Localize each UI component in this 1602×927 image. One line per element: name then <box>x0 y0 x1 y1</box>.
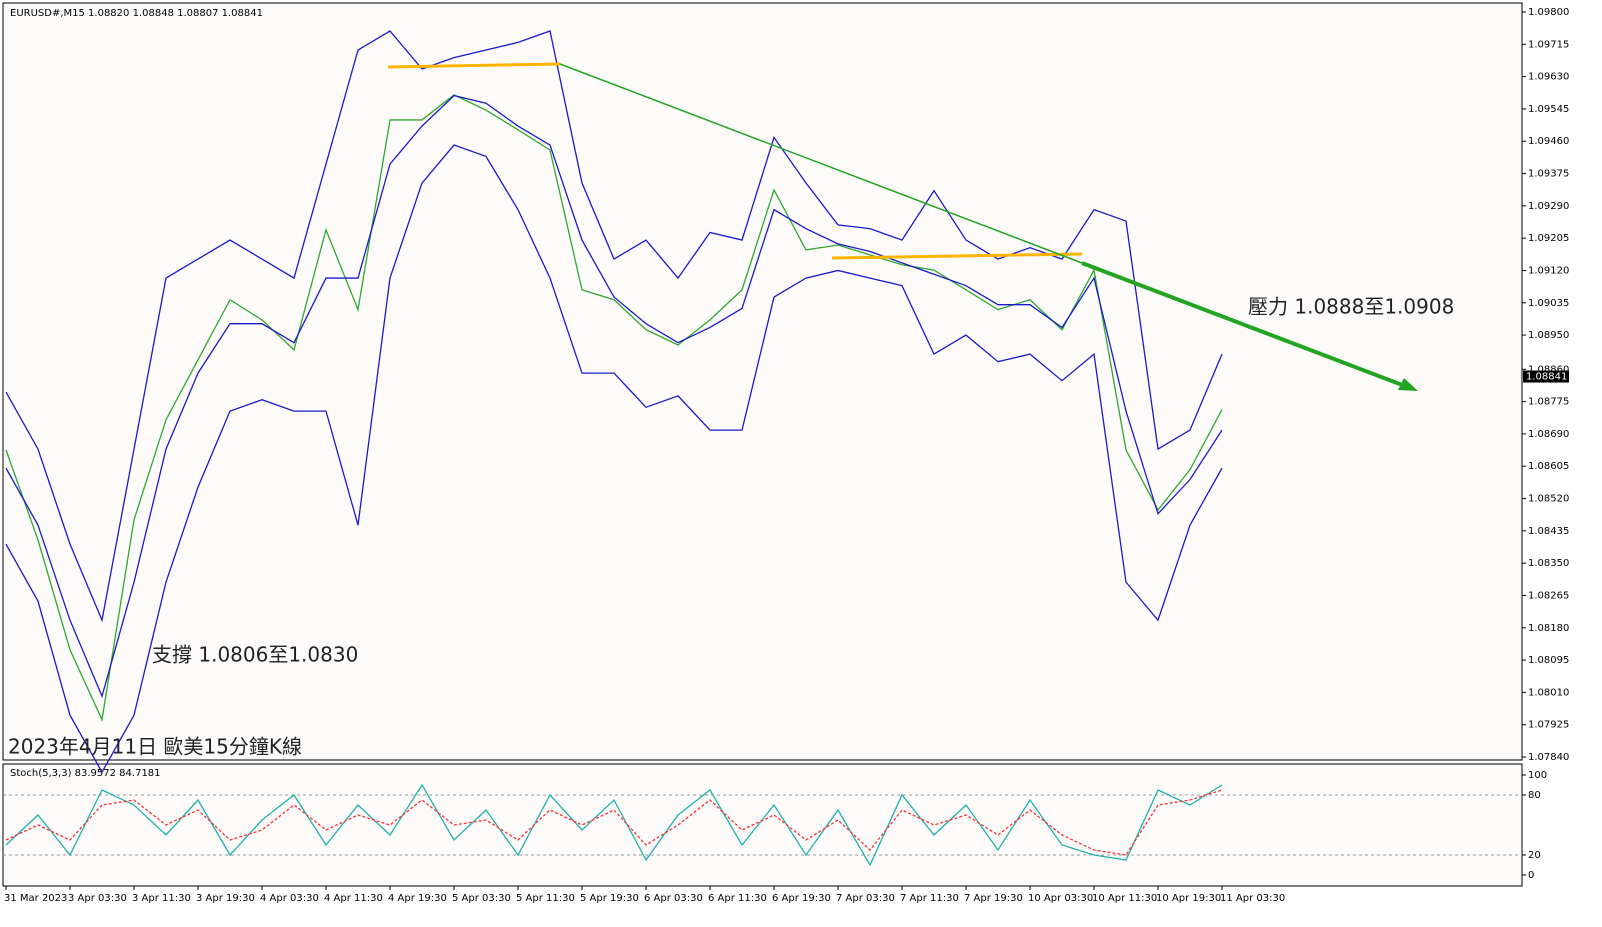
x-tick-label: 4 Apr 19:30 <box>388 893 447 904</box>
x-tick-label: 11 Apr 03:30 <box>1220 893 1285 904</box>
y-tick-label: 1.09545 <box>1528 104 1569 115</box>
annotation: 2023年4月11日 歐美15分鐘K線 <box>8 735 302 759</box>
orange-line <box>831 252 1083 260</box>
trend-arrow <box>1398 378 1418 391</box>
y-tick-label: 1.08605 <box>1528 461 1569 472</box>
price-box <box>1523 370 1569 383</box>
trend-line <box>559 63 1083 264</box>
x-tick-label: 31 Mar 2023 <box>4 893 67 904</box>
annotation: 壓力 1.0888至1.0908 <box>1248 295 1454 319</box>
marks <box>3 30 1522 867</box>
chart-title: EURUSD#,M15 1.08820 1.08848 1.08807 1.08… <box>10 8 263 19</box>
x-tick-label: 4 Apr 11:30 <box>324 893 383 904</box>
x-tick-label: 5 Apr 11:30 <box>516 893 575 904</box>
y-tick-label: 80 <box>1528 790 1541 801</box>
x-tick-label: 10 Apr 11:30 <box>1092 893 1157 904</box>
x-tick-label: 6 Apr 19:30 <box>772 893 831 904</box>
x-tick-label: 3 Apr 03:30 <box>68 893 127 904</box>
y-tick-label: 1.09460 <box>1528 136 1569 147</box>
y-tick-label: 1.09630 <box>1528 72 1569 83</box>
y-tick-label: 1.08860 <box>1528 364 1569 375</box>
orange-line <box>387 62 561 69</box>
x-tick-label: 7 Apr 11:30 <box>900 893 959 904</box>
y-tick-label: 0 <box>1528 870 1534 881</box>
annotation: 支撐 1.0806至1.0830 <box>152 643 358 667</box>
x-tick-label: 4 Apr 03:30 <box>260 893 319 904</box>
series-line <box>5 94 1223 699</box>
x-tick-label: 5 Apr 03:30 <box>452 893 511 904</box>
y-tick-label: 1.09800 <box>1528 7 1569 18</box>
y-tick-label: 1.08265 <box>1528 590 1569 601</box>
series-line <box>5 94 1223 722</box>
main-panel <box>2 2 1523 761</box>
x-tick-label: 3 Apr 19:30 <box>196 893 255 904</box>
series-line <box>5 783 1223 867</box>
y-tick-label: 1.09290 <box>1528 201 1569 212</box>
y-tick-label: 100 <box>1528 770 1547 781</box>
y-tick-label: 1.08350 <box>1528 558 1569 569</box>
series-line <box>5 144 1223 774</box>
y-tick-label: 1.09205 <box>1528 233 1569 244</box>
y-tick-label: 20 <box>1528 850 1541 861</box>
x-tick-label: 10 Apr 03:30 <box>1028 893 1093 904</box>
y-tick-label: 1.08010 <box>1528 687 1569 698</box>
series-line <box>5 789 1223 856</box>
series-line <box>5 30 1223 623</box>
last-price-label: 1.08841 <box>1526 372 1567 383</box>
y-tick-label: 1.09120 <box>1528 265 1569 276</box>
x-tick-label: 7 Apr 03:30 <box>836 893 895 904</box>
x-tick-label: 6 Apr 03:30 <box>644 893 703 904</box>
y-tick-label: 1.07925 <box>1528 720 1569 731</box>
y-tick-label: 1.08435 <box>1528 526 1569 537</box>
y-tick-label: 1.08950 <box>1528 330 1569 341</box>
y-tick-label: 1.09035 <box>1528 298 1569 309</box>
y-tick-label: 1.08520 <box>1528 494 1569 505</box>
x-tick-label: 5 Apr 19:30 <box>580 893 639 904</box>
trend-line <box>1081 261 1406 388</box>
x-tick-label: 3 Apr 11:30 <box>132 893 191 904</box>
y-tick-label: 1.08775 <box>1528 397 1569 408</box>
y-tick-label: 1.09375 <box>1528 169 1569 180</box>
y-tick-label: 1.09715 <box>1528 39 1569 50</box>
y-tick-label: 1.08095 <box>1528 655 1569 666</box>
x-tick-label: 6 Apr 11:30 <box>708 893 767 904</box>
y-tick-label: 1.08690 <box>1528 429 1569 440</box>
stoch-panel <box>2 763 1523 887</box>
x-tick-label: 10 Apr 19:30 <box>1156 893 1221 904</box>
y-tick-label: 1.08180 <box>1528 623 1569 634</box>
stoch-title: Stoch(5,3,3) 83.9572 84.7181 <box>10 768 161 779</box>
x-tick-label: 7 Apr 19:30 <box>964 893 1023 904</box>
y-tick-label: 1.07840 <box>1528 752 1569 763</box>
